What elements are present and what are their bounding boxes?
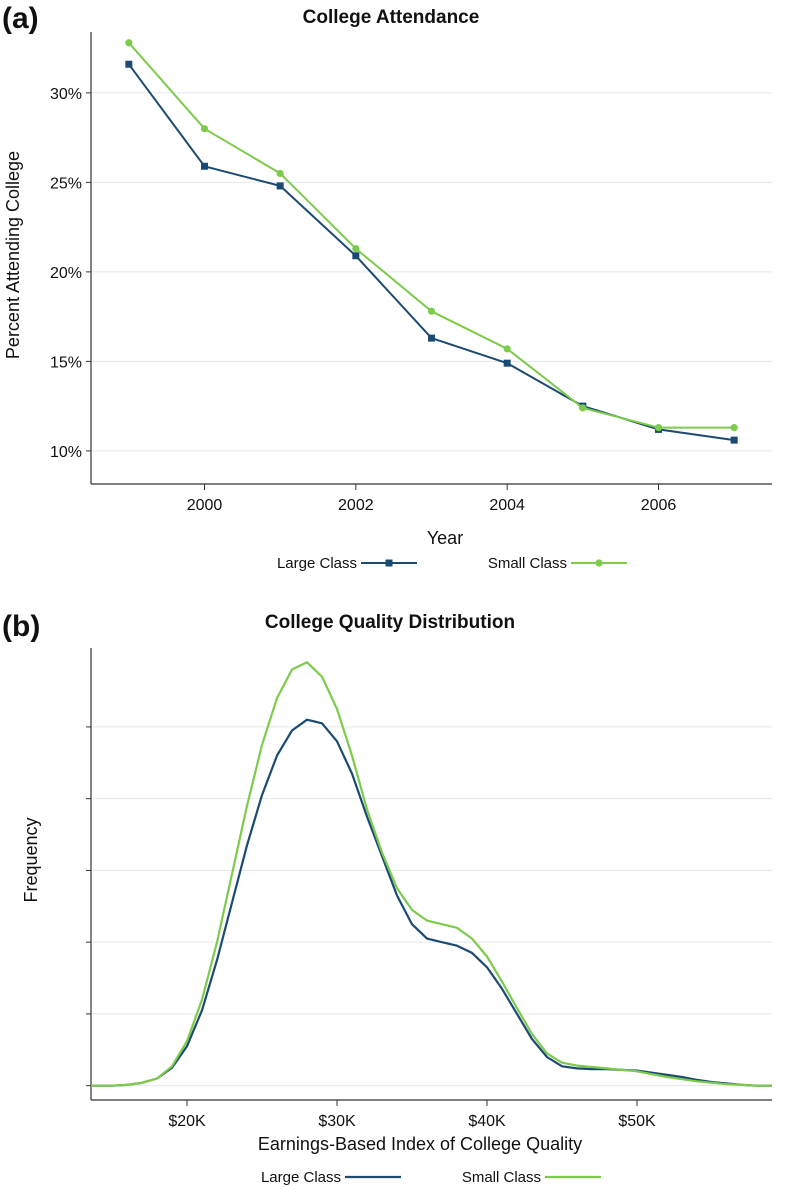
x-tick-label: $30K <box>318 1113 356 1130</box>
data-point-large-class <box>352 252 360 260</box>
x-tick-label: $20K <box>168 1113 206 1130</box>
y-tick-label: 10% <box>50 444 82 461</box>
chart-a-ylabel: Percent Attending College <box>3 151 23 359</box>
data-point-large-class <box>730 436 738 444</box>
panel-a-label: (a) <box>2 2 39 35</box>
data-point-small-class <box>654 424 663 432</box>
legend-label-large-class: Large Class <box>261 1169 341 1186</box>
y-tick-label: 15% <box>50 354 82 371</box>
series-line-large-class <box>127 63 735 442</box>
data-point-large-class <box>125 60 133 68</box>
legend-label-small-class: Small Class <box>488 555 567 572</box>
x-tick-label: 2006 <box>641 497 677 514</box>
legend-label-small-class: Small Class <box>462 1169 541 1186</box>
data-point-large-class <box>428 334 435 342</box>
data-point-large-class <box>201 162 208 170</box>
series-line-small-class <box>128 42 735 429</box>
panel-b-label: (b) <box>2 610 40 643</box>
series-line-large-class <box>91 718 772 1087</box>
x-tick-label: $50K <box>618 1113 656 1130</box>
y-tick-label: 20% <box>50 265 82 282</box>
data-point-small-class <box>276 169 284 178</box>
data-point-small-class <box>579 404 587 412</box>
chart-a-plot: 10% 15% 20% 25% 30% 2000 2002 2004 2006 Large Cla… <box>50 32 772 572</box>
x-tick-label: 2004 <box>489 497 525 514</box>
data-point-large-class <box>276 182 284 190</box>
chart-a-title: College Attendance <box>303 7 480 28</box>
x-tick-label: 2000 <box>187 497 223 514</box>
data-point-small-class <box>200 125 209 133</box>
chart-b-ylabel: Frequency <box>21 817 41 902</box>
y-tick-label: 30% <box>50 86 82 103</box>
legend-label-large-class: Large Class <box>277 555 357 572</box>
x-tick-label: 2002 <box>338 497 374 514</box>
data-point-small-class <box>427 307 436 315</box>
data-point-small-class <box>352 245 360 253</box>
x-tick-label: $40K <box>468 1113 506 1130</box>
legend-marker-small-class <box>595 559 603 567</box>
chart-b-xlabel: Earnings-Based Index of College Quality <box>258 1134 582 1154</box>
legend-marker-large-class <box>385 559 393 567</box>
data-point-small-class <box>730 424 738 432</box>
data-point-small-class <box>125 39 133 47</box>
y-tick-label: 25% <box>50 175 82 192</box>
chart-a-xlabel: Year <box>427 528 463 548</box>
data-point-small-class <box>503 345 511 353</box>
chart-b-title: College Quality Distribution <box>265 612 515 633</box>
chart-b-plot: $20K $30K $40K $50K Large Class Small Class <box>86 648 772 1186</box>
series-line-small-class <box>91 661 772 1087</box>
data-point-large-class <box>503 359 511 367</box>
